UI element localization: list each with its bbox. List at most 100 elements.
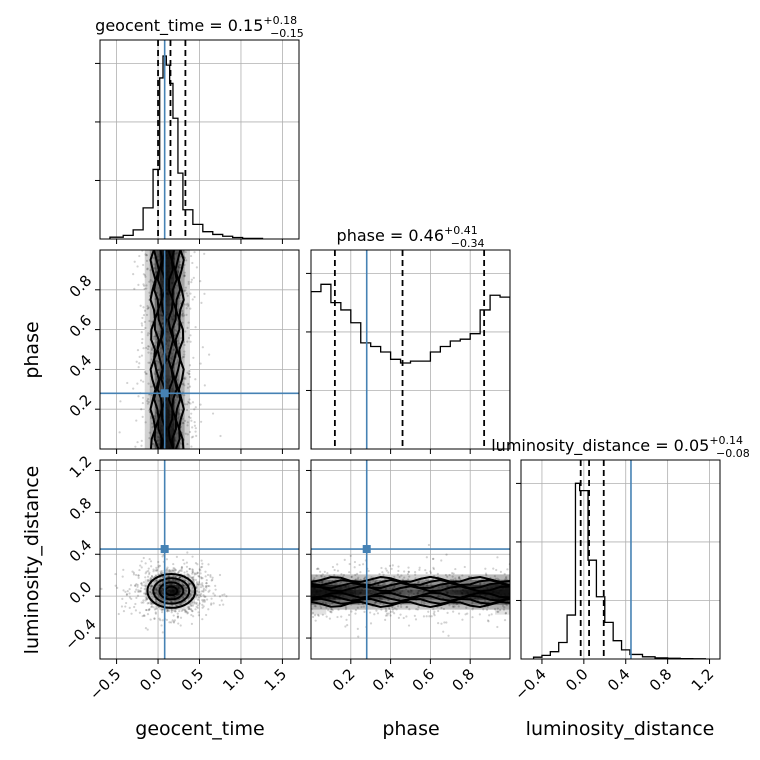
density-cell	[164, 424, 171, 430]
sample-point	[198, 593, 202, 597]
density-cell	[164, 569, 171, 575]
density-cell	[370, 589, 377, 595]
density-cell	[184, 389, 190, 395]
sample-point	[486, 586, 489, 590]
sample-point	[339, 580, 343, 584]
density-cell	[450, 604, 456, 610]
density-cell	[144, 250, 151, 256]
sample-point	[147, 578, 150, 581]
sample-point	[317, 567, 320, 571]
sample-point	[174, 569, 177, 572]
sample-point	[177, 587, 180, 590]
sample-point	[177, 580, 181, 584]
sample-point	[350, 575, 353, 579]
sample-point	[349, 592, 353, 595]
sample-point	[333, 568, 336, 572]
sample-point	[418, 566, 421, 569]
sample-point	[174, 575, 178, 578]
density-cell	[460, 589, 466, 595]
sample-point	[461, 574, 464, 577]
sample-point	[190, 608, 193, 611]
density-cell	[385, 579, 391, 585]
sample-point	[167, 293, 170, 296]
sample-point	[189, 402, 192, 405]
sample-point	[153, 608, 157, 611]
sample-point	[189, 575, 192, 578]
density-cell	[174, 279, 180, 286]
sample-point	[502, 608, 506, 611]
sample-point	[170, 590, 173, 593]
sample-point	[181, 356, 185, 359]
sample-point	[179, 569, 182, 572]
sample-point	[192, 615, 195, 618]
density-cell	[385, 599, 391, 605]
sample-point	[148, 319, 151, 323]
sample-point	[358, 587, 361, 591]
sample-point	[212, 602, 215, 605]
sample-point	[179, 442, 183, 445]
sample-point	[446, 575, 449, 578]
sample-point	[386, 614, 389, 617]
sample-point	[160, 624, 163, 627]
density-cell	[154, 399, 161, 405]
sample-point	[454, 567, 457, 571]
density-cell	[184, 419, 190, 425]
sample-point	[506, 568, 509, 571]
sample-point	[400, 605, 403, 608]
contour-line	[311, 585, 510, 593]
sample-point	[119, 400, 122, 403]
sample-point	[196, 571, 199, 574]
sample-point	[440, 622, 443, 625]
sample-point	[150, 565, 153, 568]
density-cell	[311, 574, 317, 580]
sample-point	[370, 592, 374, 595]
sample-point	[490, 613, 493, 616]
grid-lines	[311, 250, 510, 449]
sample-point	[196, 563, 199, 566]
sample-point	[486, 619, 490, 622]
sample-point	[362, 563, 365, 566]
sample-point	[151, 422, 154, 425]
sample-point	[154, 612, 157, 615]
sample-point	[460, 592, 464, 595]
density-cell	[169, 424, 176, 430]
sample-point	[501, 604, 505, 607]
sample-point	[185, 586, 188, 589]
sample-point	[145, 254, 148, 257]
sample-point	[503, 572, 506, 576]
contour-line	[311, 600, 510, 609]
density-cell	[390, 579, 396, 585]
sample-point	[335, 582, 338, 585]
sample-point	[466, 592, 470, 595]
sample-point	[125, 601, 128, 605]
density-cell	[184, 269, 190, 276]
sample-point	[188, 375, 192, 379]
density-cell	[184, 374, 190, 380]
sample-point	[145, 608, 148, 612]
sample-point	[378, 596, 382, 599]
density-cell	[169, 419, 176, 425]
density-cell	[149, 404, 156, 410]
sample-point	[342, 573, 346, 577]
sample-point	[499, 608, 502, 612]
sample-point	[421, 584, 425, 587]
sample-point	[338, 593, 342, 596]
sample-point	[427, 543, 431, 547]
sample-point	[143, 309, 147, 312]
sample-point	[132, 387, 135, 390]
sample-point	[207, 563, 210, 566]
sample-point	[180, 569, 183, 572]
density-cell	[320, 589, 327, 595]
sample-point	[401, 590, 404, 593]
sample-point	[407, 578, 410, 581]
density-cell	[184, 364, 190, 370]
sample-point	[425, 583, 429, 586]
sample-point	[197, 598, 200, 602]
sample-point	[128, 596, 132, 599]
sample-point	[160, 322, 164, 325]
density-cell	[365, 589, 372, 595]
sample-point	[190, 594, 193, 597]
density-cell	[400, 574, 406, 580]
sample-point	[195, 594, 199, 597]
sample-point	[330, 602, 334, 605]
